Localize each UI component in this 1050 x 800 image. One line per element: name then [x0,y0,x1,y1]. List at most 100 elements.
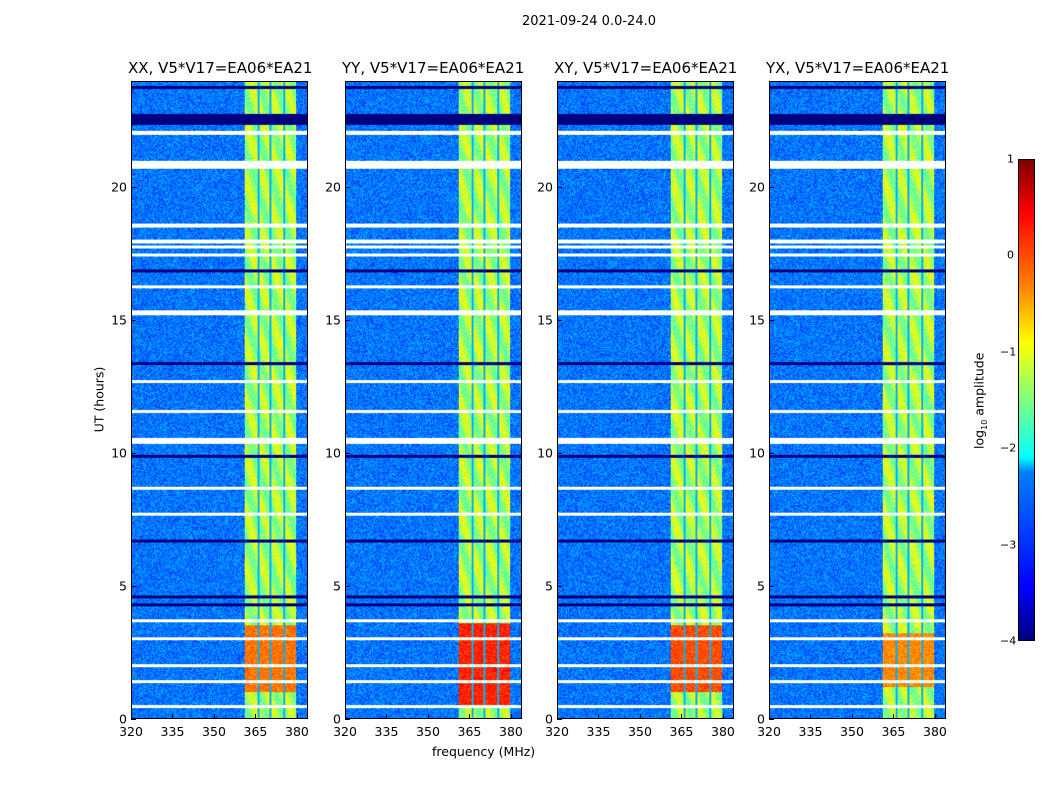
x-tick-label: 350 [840,724,864,739]
y-tick-label: 0 [333,711,341,727]
y-tick-label: 0 [119,711,127,727]
x-tick-label: 380 [711,724,735,739]
y-tick-label: 10 [749,445,765,461]
panel-title: YX, V5*V17=EA06*EA21 [766,59,950,77]
x-tick-label: 350 [416,724,440,739]
panel-title: YY, V5*V17=EA06*EA21 [342,59,525,77]
x-tick-mark [296,714,298,719]
y-tick-mark [557,187,562,189]
x-tick-label: 350 [202,724,226,739]
colorbar-label-rest: amplitude [971,352,987,420]
colorbar-tick-label: −3 [1000,538,1017,552]
y-tick-mark [131,187,136,189]
x-tick-label: 320 [757,724,781,739]
y-tick-mark [345,320,350,322]
y-tick-mark [345,187,350,189]
x-tick-mark [345,714,346,719]
heatmap-panel [345,81,522,719]
colorbar-label-main: log [971,429,987,449]
x-tick-mark [510,714,512,719]
y-tick-label: 5 [119,578,127,594]
x-tick-mark [213,714,215,719]
panel-title: XY, V5*V17=EA06*EA21 [554,59,738,77]
colorbar-tick-label: −1 [1000,345,1017,359]
x-tick-mark [639,714,641,719]
x-tick-mark [557,714,558,719]
panel-title: XX, V5*V17=EA06*EA21 [128,59,313,77]
x-tick-mark [851,714,853,719]
y-tick-label: 10 [537,445,553,461]
x-tick-mark [469,714,471,719]
y-tick-mark [131,719,136,720]
y-tick-label: 20 [325,179,341,195]
x-tick-label: 365 [669,724,694,739]
colorbar-tick-label: −4 [1000,634,1017,648]
x-tick-label: 365 [457,724,482,739]
x-tick-label: 365 [243,724,268,739]
colorbar-tick-label: 1 [1007,152,1014,166]
x-tick-label: 380 [499,724,523,739]
y-tick-mark [769,719,774,720]
colorbar-label: log10 amplitude [971,346,989,456]
x-tick-label: 335 [798,724,823,739]
x-tick-label: 320 [119,724,143,739]
heatmap-canvas [558,82,733,718]
x-tick-mark [681,714,683,719]
x-tick-mark [131,714,132,719]
y-tick-label: 0 [545,711,553,727]
x-tick-mark [427,714,429,719]
x-tick-mark [386,714,388,719]
colorbar-tick-label: 0 [1007,248,1014,262]
x-tick-label: 320 [333,724,357,739]
y-axis-label: UT (hours) [91,366,107,433]
y-tick-label: 20 [111,179,127,195]
y-tick-label: 10 [325,445,341,461]
x-tick-label: 350 [628,724,652,739]
y-tick-mark [345,586,350,588]
x-tick-mark [893,714,895,719]
y-tick-mark [557,320,562,322]
y-tick-mark [345,453,350,455]
y-tick-mark [769,586,774,588]
y-tick-mark [769,187,774,189]
y-tick-label: 15 [325,312,341,328]
y-tick-mark [557,453,562,455]
y-tick-mark [769,320,774,322]
x-tick-label: 380 [285,724,309,739]
colorbar [1018,159,1035,641]
x-tick-label: 335 [160,724,185,739]
x-tick-mark [255,714,257,719]
y-tick-mark [769,453,774,455]
heatmap-panel [131,81,308,719]
y-tick-label: 15 [749,312,765,328]
y-tick-mark [557,719,562,720]
x-tick-mark [722,714,724,719]
y-tick-label: 10 [111,445,127,461]
y-tick-mark [557,586,562,588]
heatmap-canvas [346,82,521,718]
colorbar-label-sub: 10 [979,419,989,430]
y-tick-label: 20 [749,179,765,195]
y-tick-mark [131,320,136,322]
heatmap-canvas [770,82,945,718]
x-tick-mark [598,714,600,719]
y-tick-mark [131,586,136,588]
figure-title: 2021-09-24 0.0-24.0 [522,14,656,29]
x-tick-label: 335 [374,724,399,739]
x-tick-label: 380 [923,724,947,739]
y-tick-label: 0 [757,711,765,727]
y-tick-label: 15 [111,312,127,328]
y-tick-mark [131,453,136,455]
heatmap-panel [769,81,946,719]
y-tick-label: 5 [333,578,341,594]
y-tick-label: 5 [545,578,553,594]
colorbar-tick-label: −2 [1000,441,1017,455]
x-tick-label: 365 [881,724,906,739]
heatmap-canvas [132,82,307,718]
x-tick-mark [934,714,936,719]
x-tick-mark [172,714,174,719]
x-axis-label: frequency (MHz) [432,744,536,759]
y-tick-label: 5 [757,578,765,594]
x-tick-mark [769,714,770,719]
